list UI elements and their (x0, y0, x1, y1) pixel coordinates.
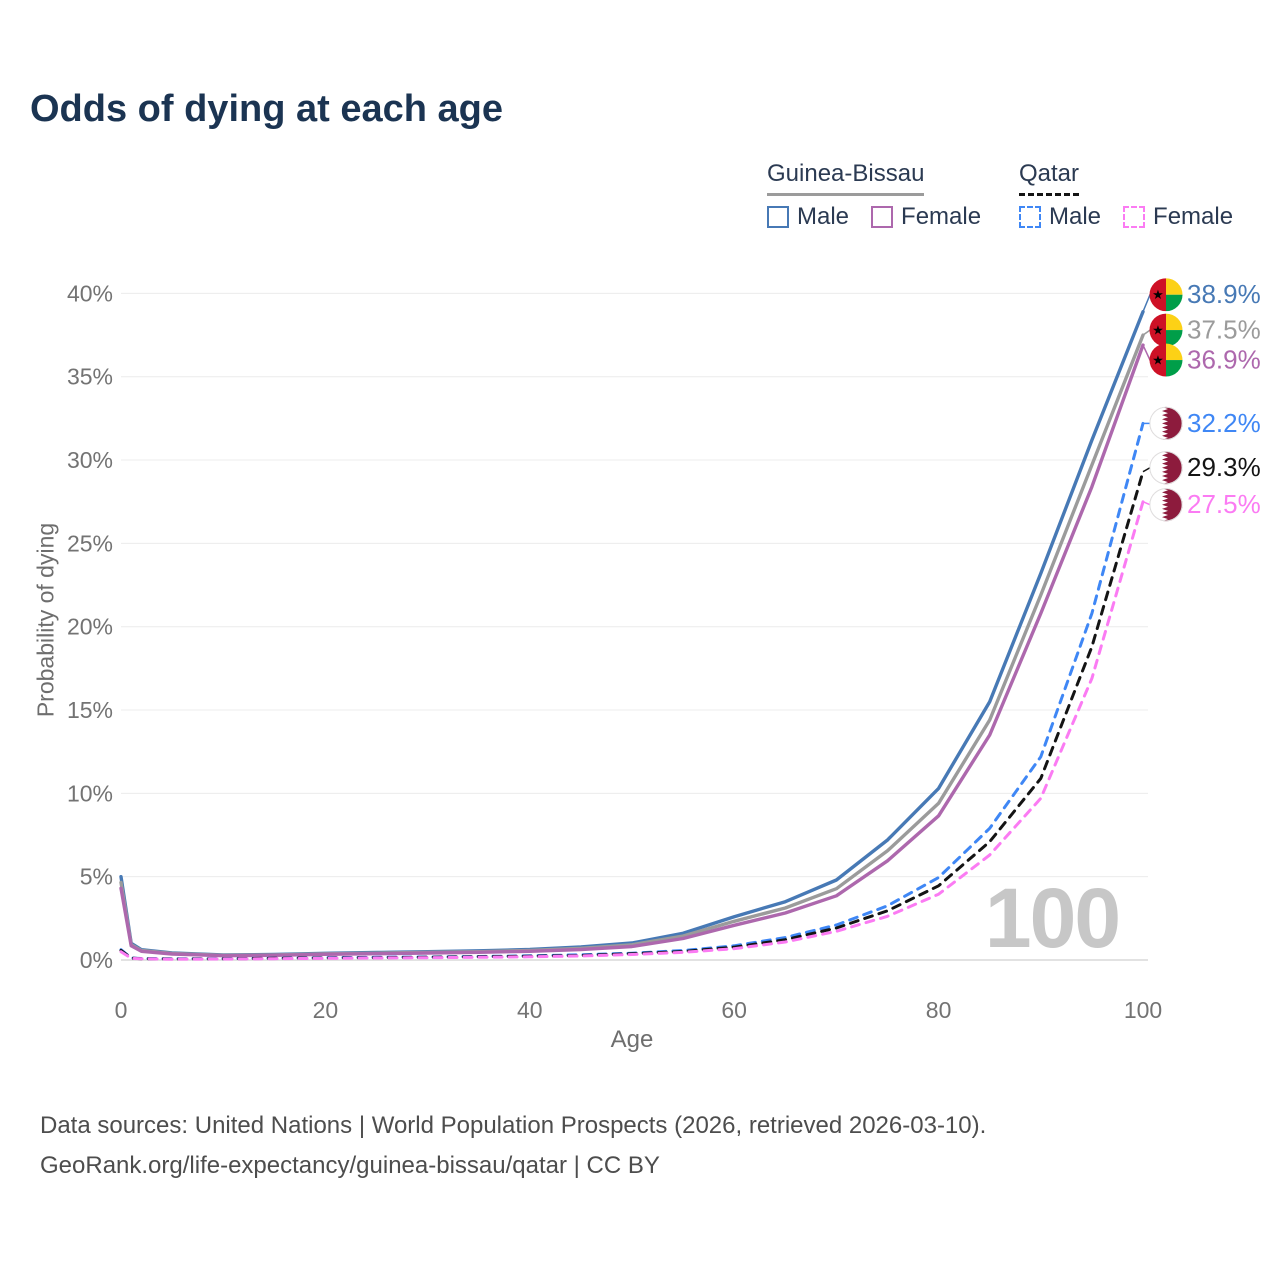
legend-item-qatar-female[interactable]: Female (1123, 203, 1233, 231)
y-tick-label: 10% (67, 780, 113, 806)
legend-item-guinea-bissau-male[interactable]: Male (767, 203, 849, 231)
y-tick-label: 30% (67, 447, 113, 473)
end-label-value-guinea-bissau-male: 38.9% (1187, 279, 1261, 309)
end-label-value-qatar-female: 27.5% (1187, 489, 1261, 519)
legend-swatch-guinea-bissau-female[interactable] (871, 206, 894, 228)
legend: Guinea-Bissau Male Female Qatar Male (0, 0, 1280, 250)
legend-item-label: Male (1049, 203, 1102, 230)
series-line-guinea-bissau-total[interactable] (119, 333, 1145, 957)
y-tick-label: 25% (67, 530, 113, 556)
qatar-flag-icon (1149, 488, 1183, 522)
end-label-value-guinea-bissau-total: 37.5% (1187, 315, 1261, 345)
legend-item-label: Female (901, 203, 982, 230)
x-tick-label: 20 (313, 997, 339, 1023)
legend-group-qatar: Qatar Male Female (1019, 160, 1233, 231)
legend-item-qatar-male[interactable]: Male (1019, 203, 1101, 231)
series-line-guinea-bissau-female[interactable] (119, 343, 1145, 958)
guinea-bissau-flag-icon: ★ (1149, 278, 1183, 312)
qatar-flag-icon (1149, 451, 1183, 485)
legend-item-label: Female (1153, 203, 1234, 230)
svg-text:★: ★ (1152, 323, 1164, 338)
legend-swatch-qatar-male[interactable] (1019, 206, 1041, 228)
series-line-qatar-male[interactable] (119, 421, 1145, 961)
x-tick-label: 80 (926, 997, 952, 1023)
y-axis-title: Probability of dying (32, 522, 59, 718)
guinea-bissau-flag-icon: ★ (1149, 343, 1183, 377)
end-label-value-guinea-bissau-female: 36.9% (1187, 345, 1261, 375)
x-tick-label: 100 (1124, 997, 1162, 1023)
svg-text:★: ★ (1152, 353, 1164, 368)
y-tick-label: 5% (80, 864, 113, 890)
legend-group-guinea-bissau: Guinea-Bissau Male Female (767, 160, 981, 231)
watermark-age-label: 100 (985, 871, 1119, 965)
legend-item-guinea-bissau-female[interactable]: Female (871, 203, 981, 231)
end-label-value-qatar-male: 32.2% (1187, 408, 1261, 438)
footer-url-line: GeoRank.org/life-expectancy/guinea-bissa… (40, 1152, 660, 1179)
footer-source-line: Data sources: United Nations | World Pop… (40, 1112, 987, 1139)
legend-group-title-qatar: Qatar (1019, 160, 1080, 196)
y-tick-label: 40% (67, 280, 113, 306)
y-tick-label: 20% (67, 614, 113, 640)
guinea-bissau-flag-icon: ★ (1149, 313, 1183, 347)
series-line-guinea-bissau-male[interactable] (119, 310, 1145, 957)
x-axis-title: Age (610, 1026, 654, 1053)
chart-title: Odds of dying at each age (30, 88, 503, 130)
y-tick-label: 0% (80, 947, 113, 973)
y-tick-label: 15% (67, 697, 113, 723)
x-tick-label: 60 (721, 997, 747, 1023)
qatar-flag-icon (1149, 406, 1183, 440)
footer: Data sources: United Nations | World Pop… (40, 1106, 986, 1186)
legend-item-label: Male (797, 203, 850, 230)
x-tick-label: 0 (115, 997, 128, 1023)
y-tick-label: 35% (67, 364, 113, 390)
x-tick-label: 40 (517, 997, 543, 1023)
legend-group-title-guinea-bissau: Guinea-Bissau (767, 160, 925, 196)
svg-text:★: ★ (1152, 287, 1164, 302)
end-label-value-qatar-total: 29.3% (1187, 452, 1261, 482)
legend-swatch-guinea-bissau-male[interactable] (767, 206, 789, 228)
legend-swatch-qatar-female[interactable] (1123, 206, 1146, 228)
